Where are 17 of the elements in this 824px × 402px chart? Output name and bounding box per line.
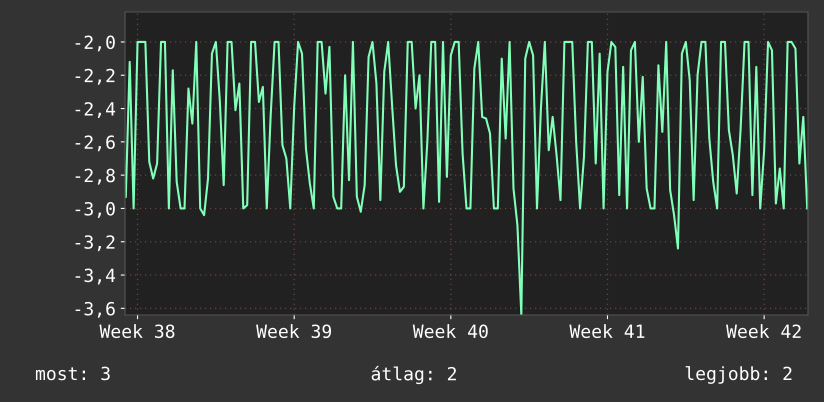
text: átlag: 2 — [372, 366, 456, 384]
y-tick-label: -2,8 — [76, 168, 115, 185]
x-tick-label: Week 40 — [412, 324, 488, 338]
y-tick-label: -2,0 — [76, 35, 115, 52]
x-tick-label: Week 39 — [256, 324, 332, 338]
y-tick-label: -3,4 — [76, 268, 116, 284]
text: legjobb: 2 — [686, 366, 792, 384]
text: most: 3 — [36, 366, 110, 380]
y-tick-label: -2,2 — [76, 68, 114, 85]
y-tick-label: -3,2 — [76, 235, 114, 252]
y-tick-label: -3,0 — [76, 202, 115, 218]
x-tick-label: Week 42 — [726, 324, 801, 338]
y-tick-label: -2,6 — [76, 135, 115, 152]
y-tick-label: -3,6 — [76, 302, 115, 318]
y-tick-label: -2,4 — [76, 102, 116, 118]
x-tick-label: Week 41 — [569, 324, 644, 338]
x-tick-label: Week 38 — [99, 324, 174, 338]
